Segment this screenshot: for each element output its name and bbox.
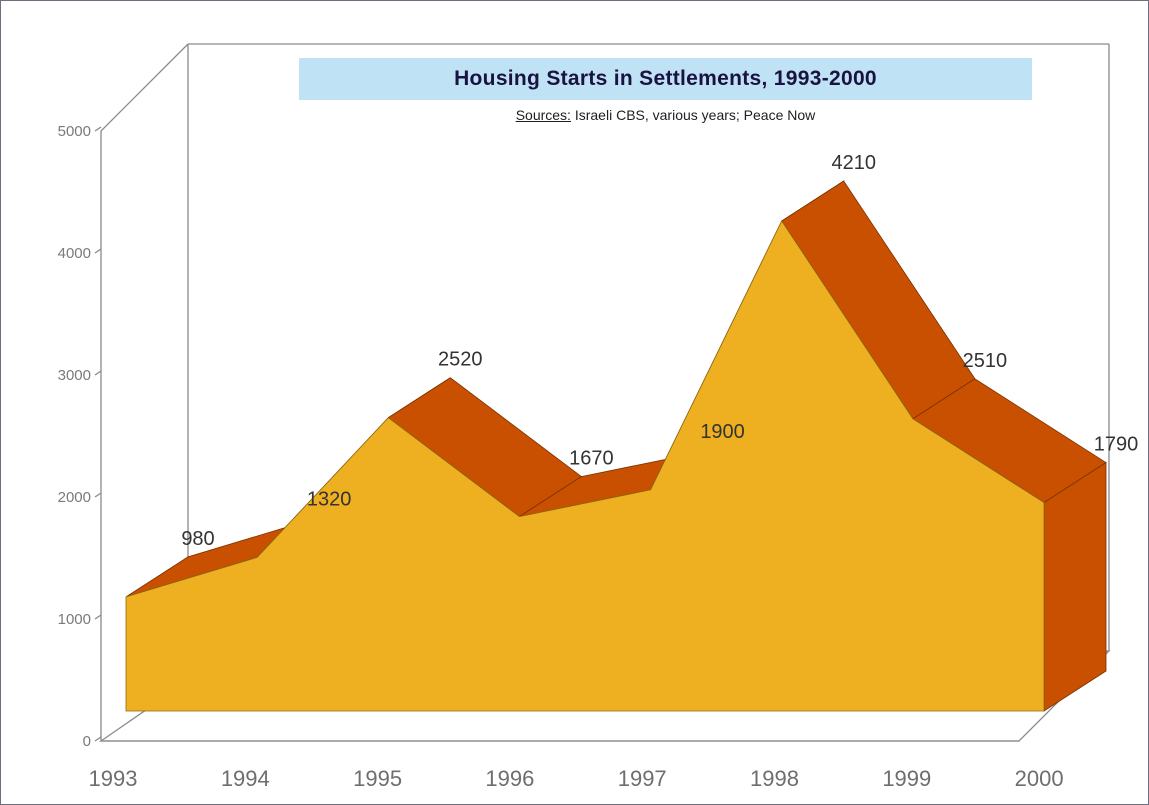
chart-source: Sources: Israeli CBS, various years; Pea… [299, 107, 1032, 123]
data-label: 2510 [963, 350, 1008, 372]
x-tick-label: 1993 [89, 766, 138, 791]
y-tick-mark [94, 370, 102, 376]
y-tick-label: 2000 [58, 489, 91, 506]
y-tick-label: 0 [83, 733, 91, 750]
data-label: 1670 [569, 448, 614, 470]
x-tick-label: 1997 [618, 766, 667, 791]
x-tick-label: 1998 [750, 766, 799, 791]
y-tick-label: 4000 [58, 245, 91, 262]
data-label: 1790 [1094, 434, 1139, 456]
x-axis-ticks: 1993 1994 1995 1996 1997 1998 1999 2000 [89, 766, 1064, 791]
chart-title: Housing Starts in Settlements, 1993-2000 [454, 67, 877, 90]
x-tick-label: 1999 [882, 766, 931, 791]
data-labels: 980 1320 2520 1670 1900 4210 2510 1790 [181, 152, 1138, 550]
data-label: 1320 [307, 488, 352, 510]
area-side-face [1043, 461, 1107, 712]
x-tick-label: 1996 [485, 766, 534, 791]
x-tick-label: 1995 [353, 766, 402, 791]
chart-title-banner: Housing Starts in Settlements, 1993-2000 [299, 58, 1032, 100]
data-label: 2520 [438, 349, 483, 371]
y-axis-ticks: 0 1000 2000 3000 4000 5000 [58, 123, 91, 750]
y-tick-label: 3000 [58, 367, 91, 384]
x-tick-label: 1994 [221, 766, 270, 791]
side-wall-top-edge [100, 43, 189, 132]
y-tick-label: 5000 [58, 123, 91, 140]
source-text: Israeli CBS, various years; Peace Now [570, 107, 816, 123]
y-tick-label: 1000 [58, 611, 91, 628]
area-front-face [125, 220, 1045, 712]
y-tick-mark [94, 736, 102, 742]
y-tick-mark [94, 248, 102, 254]
data-label: 4210 [831, 152, 876, 174]
y-tick-mark [94, 614, 102, 620]
data-label: 980 [181, 528, 214, 550]
y-tick-mark [94, 126, 102, 132]
y-tick-mark [94, 492, 102, 498]
chart-area-series [125, 179, 1107, 712]
x-tick-label: 2000 [1015, 766, 1064, 791]
data-label: 1900 [700, 421, 745, 443]
source-label: Sources: [515, 107, 571, 123]
